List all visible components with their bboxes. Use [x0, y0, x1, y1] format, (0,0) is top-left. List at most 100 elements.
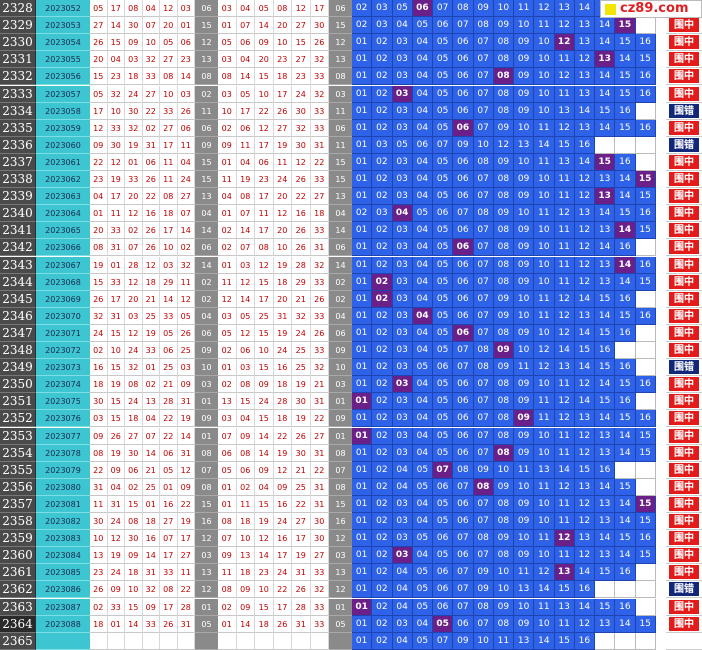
special-number: 15: [195, 17, 218, 35]
candidate-number: 16: [615, 359, 636, 377]
row-index: 2356: [0, 478, 36, 496]
drawn-number: 19: [125, 136, 143, 154]
result-hit-badge: 围中: [669, 616, 699, 631]
sorted-number: 31: [310, 495, 329, 513]
candidate-number: 16: [595, 461, 616, 479]
empty-cell: [635, 342, 656, 360]
candidate-number: 04: [392, 581, 413, 599]
drawn-number: 26: [90, 290, 108, 308]
candidate-number: 06: [433, 581, 454, 599]
sorted-number: 03: [218, 307, 237, 325]
sorted-number: 03: [236, 256, 255, 274]
result-miss-badge: 围错: [669, 360, 699, 375]
result-hit-badge: 围中: [669, 154, 699, 169]
sorted-number: 26: [310, 324, 329, 342]
sorted-number: 31: [310, 136, 329, 154]
candidate-number: 10: [493, 461, 514, 479]
hit-number: 04: [392, 205, 413, 223]
candidate-number: 02: [372, 547, 393, 565]
candidate-number: 05: [433, 342, 454, 360]
candidate-number: 12: [554, 119, 575, 137]
candidate-number: 13: [554, 359, 575, 377]
sorted-number: 12: [255, 119, 274, 137]
drawn-number: 15: [90, 273, 108, 291]
special-number-repeat: 09: [329, 410, 352, 428]
candidate-number: 04: [392, 461, 413, 479]
result-cell: 围中: [666, 188, 702, 206]
drawn-number: 08: [160, 188, 178, 206]
candidate-number: 02: [372, 495, 393, 513]
hit-number: 05: [433, 615, 454, 633]
site-logo[interactable]: cz89.com: [600, 0, 702, 18]
candidate-number: 05: [412, 478, 433, 496]
drawn-number: 33: [107, 119, 125, 137]
result-cell: 围中: [666, 461, 702, 479]
result-hit-badge: 围中: [669, 531, 699, 546]
candidate-number: 09: [514, 393, 535, 411]
drawn-number: 11: [160, 153, 178, 171]
special-number-repeat: 11: [329, 136, 352, 154]
drawn-number: 19: [90, 256, 108, 274]
sorted-number: 14: [236, 290, 255, 308]
candidate-number: 12: [574, 444, 595, 462]
candidate-number: 05: [392, 136, 413, 154]
candidate-number: 09: [493, 530, 514, 548]
result-cell: 围中: [666, 427, 702, 445]
sorted-number: 22: [292, 495, 311, 513]
drawn-number: 11: [90, 495, 108, 513]
candidate-number: 06: [453, 376, 474, 394]
candidate-number: 04: [392, 17, 413, 35]
special-number: [195, 632, 218, 650]
sorted-number: 04: [236, 410, 255, 428]
sorted-number: 15: [255, 273, 274, 291]
period-number: 2023057: [36, 85, 90, 103]
sorted-number: 13: [218, 393, 237, 411]
empty-cell: [635, 153, 656, 171]
row-index: 2363: [0, 598, 36, 616]
candidate-number: 04: [412, 547, 433, 565]
candidate-number: 02: [372, 478, 393, 496]
drawn-number: 24: [177, 171, 195, 189]
row-index: 2361: [0, 564, 36, 582]
candidate-number: 09: [493, 153, 514, 171]
candidate-number: 05: [412, 564, 433, 582]
candidate-number: 04: [412, 410, 433, 428]
candidate-number: 05: [433, 239, 454, 257]
sorted-number: 16: [292, 205, 311, 223]
candidate-number: 14: [615, 273, 636, 291]
candidate-number: 16: [615, 393, 636, 411]
period-number: 2023083: [36, 530, 90, 548]
sorted-number: 11: [236, 136, 255, 154]
special-number: 02: [195, 85, 218, 103]
sorted-number: 10: [255, 581, 274, 599]
drawn-number: 14: [160, 290, 178, 308]
drawn-number: 30: [125, 17, 143, 35]
row-index: 2335: [0, 119, 36, 137]
drawn-number: 15: [125, 598, 143, 616]
candidate-number: 04: [412, 222, 433, 240]
row-index: 2350: [0, 376, 36, 394]
result-cell: 围中: [666, 324, 702, 342]
candidate-number: 10: [473, 136, 494, 154]
candidate-number: 04: [412, 513, 433, 531]
empty-cell: [595, 581, 616, 599]
result-cell: 围中: [666, 410, 702, 428]
sorted-number: 11: [218, 564, 237, 582]
sorted-number: 14: [255, 444, 274, 462]
candidate-number: 15: [635, 547, 656, 565]
candidate-number: 07: [453, 530, 474, 548]
drawn-number: 18: [90, 615, 108, 633]
candidate-number: 14: [554, 342, 575, 360]
sorted-number: 17: [273, 85, 292, 103]
sorted-number: 10: [218, 102, 237, 120]
hit-number: 06: [453, 324, 474, 342]
candidate-number: 07: [473, 239, 494, 257]
candidate-number: 11: [534, 290, 555, 308]
sorted-number: 32: [292, 307, 311, 325]
drawn-number: 09: [177, 478, 195, 496]
drawn-number: 10: [142, 34, 160, 52]
drawn-number: 17: [90, 102, 108, 120]
candidate-number: 09: [514, 171, 535, 189]
sorted-number: 08: [218, 68, 237, 86]
candidate-number: 06: [453, 273, 474, 291]
